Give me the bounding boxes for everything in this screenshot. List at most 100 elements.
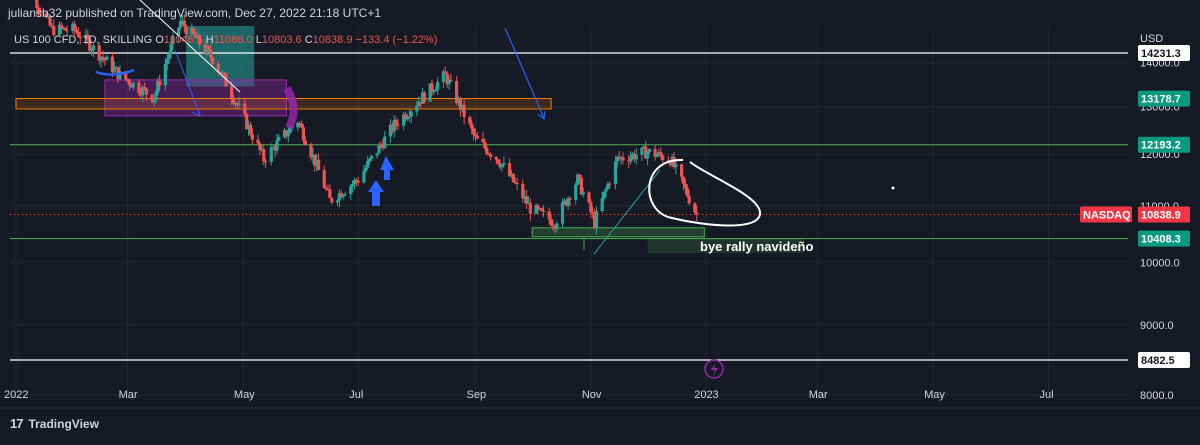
- blue-brush-stroke[interactable]: [95, 68, 135, 76]
- candle-body: [142, 87, 147, 89]
- candle-body: [621, 157, 625, 161]
- candle-body: [593, 213, 597, 228]
- candle-body: [127, 80, 132, 86]
- candle-body: [156, 80, 160, 93]
- candle-body: [245, 114, 249, 130]
- tradingview-logo[interactable]: 17 TradingView: [10, 416, 99, 431]
- replay-lightning-icon[interactable]: [704, 359, 724, 379]
- price-level-badge-label: 13178.7: [1141, 94, 1181, 106]
- trend-line-white[interactable]: [139, 0, 241, 93]
- candle-body: [273, 146, 277, 151]
- candle-body: [131, 82, 135, 88]
- candle-body: [473, 134, 478, 137]
- annotation-label[interactable]: bye rally navideño: [700, 239, 813, 254]
- candle-body: [177, 27, 181, 37]
- candle-body: [303, 140, 307, 145]
- trend-arrow-blue-2[interactable]: [504, 27, 545, 119]
- price-level-badge[interactable]: [1138, 230, 1190, 247]
- candle-body: [528, 202, 532, 214]
- price-level-badge[interactable]: [1138, 44, 1190, 61]
- candle-body: [496, 159, 500, 164]
- candle-body: [659, 151, 663, 156]
- time-tick-label: 2023: [694, 389, 718, 401]
- candle-body: [687, 196, 691, 204]
- symbol-legend[interactable]: US 100 CFD, 1D, SKILLING O11046.5 H11086…: [14, 34, 437, 46]
- candle-body: [50, 25, 54, 27]
- candle-body: [284, 130, 289, 137]
- candle-body: [403, 114, 408, 120]
- green-zone[interactable]: [531, 227, 705, 238]
- candle-body: [233, 103, 237, 105]
- candle-body: [441, 71, 445, 82]
- candle-body: [642, 146, 646, 148]
- price-axis-currency: USD: [1140, 33, 1163, 45]
- price-tick-label: 10000.0: [1140, 257, 1180, 269]
- candle-body: [685, 187, 689, 197]
- candle-body: [428, 83, 432, 102]
- candle-body: [224, 74, 228, 87]
- candle-body: [502, 163, 506, 165]
- candle-body: [171, 36, 175, 45]
- candle-body: [470, 123, 474, 129]
- blue-up-arrow-icon[interactable]: [368, 180, 384, 206]
- price-level-badge[interactable]: [1138, 136, 1190, 153]
- candle-body: [63, 27, 67, 31]
- orange-zone[interactable]: [15, 98, 552, 110]
- candle-body: [523, 196, 527, 199]
- candle-body: [269, 147, 273, 162]
- candle-body: [668, 161, 672, 166]
- candle-body: [298, 123, 302, 125]
- candle-body: [90, 50, 94, 52]
- candle-body: [231, 98, 236, 104]
- candle-body: [661, 155, 665, 161]
- candle-body: [511, 173, 515, 183]
- low-value: 10803.6: [262, 34, 305, 46]
- price-level-badge[interactable]: [1138, 206, 1190, 223]
- candle-body: [35, 0, 39, 8]
- candle-body: [163, 63, 167, 86]
- price-level-badge[interactable]: [1138, 90, 1190, 107]
- candle-body: [644, 146, 648, 159]
- candle-body: [311, 154, 315, 158]
- candle-body: [375, 153, 379, 156]
- candle-body: [322, 170, 326, 189]
- candle-body: [315, 159, 319, 166]
- candle-body: [178, 21, 183, 28]
- candle-body: [417, 102, 421, 107]
- circle-highlight-drawing[interactable]: [648, 158, 762, 227]
- blue-up-arrow-icon[interactable]: [380, 156, 394, 180]
- purple-brush-stroke[interactable]: [283, 85, 298, 130]
- price-level-badge[interactable]: [1138, 352, 1190, 369]
- candle-body: [507, 163, 512, 177]
- candle-body: [260, 149, 264, 151]
- candle-body: [434, 89, 438, 92]
- trend-arrow-blue[interactable]: [174, 49, 201, 116]
- symbol-tag-label: NASDAQ: [1083, 210, 1131, 222]
- candle-body: [246, 124, 251, 130]
- symbol-tag-badge[interactable]: [1080, 206, 1132, 223]
- candle-body: [335, 200, 340, 203]
- candle-body: [211, 57, 215, 64]
- candle-body: [489, 154, 493, 157]
- candle-body: [154, 92, 158, 101]
- candle-body: [37, 7, 41, 11]
- candle-body: [577, 174, 582, 178]
- candle-body: [101, 56, 105, 59]
- candle-body: [73, 23, 77, 30]
- purple-zone[interactable]: [104, 79, 287, 117]
- candle-body: [220, 72, 224, 75]
- candle-body: [509, 173, 514, 177]
- open-value: 11046.5: [164, 34, 206, 46]
- candle-body: [388, 124, 393, 137]
- close-value: 10838.9: [313, 34, 356, 46]
- candle-body: [402, 114, 406, 126]
- candle-body: [628, 157, 633, 162]
- candle-body: [316, 159, 321, 171]
- time-tick-label: May: [924, 389, 945, 401]
- candle-body: [445, 73, 449, 85]
- candle-body: [475, 136, 479, 139]
- candle-body: [683, 183, 688, 188]
- change-value: −133.4 (−1.22%): [356, 34, 438, 46]
